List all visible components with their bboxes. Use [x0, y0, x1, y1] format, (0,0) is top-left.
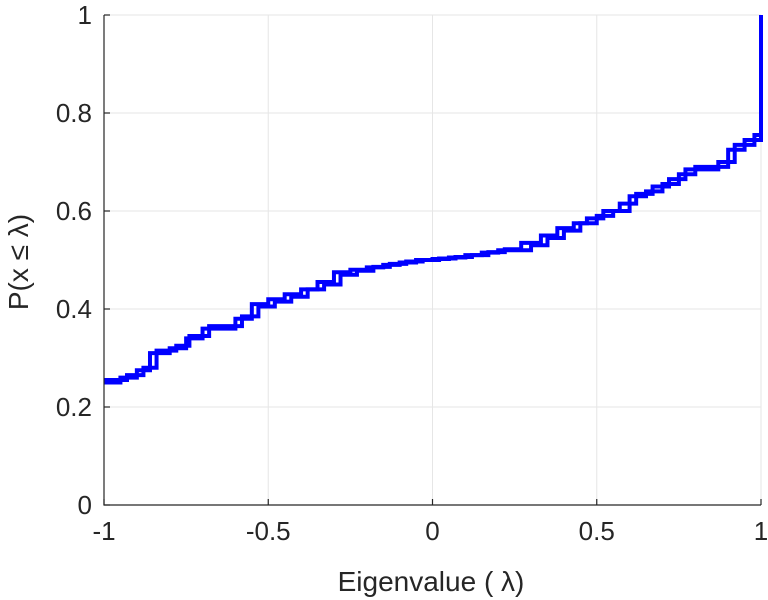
- series-layer: [104, 15, 763, 385]
- x-axis-label: Eigenvalue ( λ): [338, 566, 525, 597]
- y-tick-label: 0.4: [56, 294, 92, 324]
- x-tick-label: -0.5: [246, 516, 291, 546]
- x-tick-label: 0.5: [579, 516, 615, 546]
- x-tick-label: -1: [92, 516, 115, 546]
- y-tick-label: 0.2: [56, 392, 92, 422]
- axes: [103, 14, 762, 506]
- y-tick-label: 0.8: [56, 98, 92, 128]
- x-tick-label: 1: [754, 516, 768, 546]
- y-tick-label: 0.6: [56, 196, 92, 226]
- x-tick-label: 0: [425, 516, 439, 546]
- y-tick-label: 1: [78, 0, 92, 30]
- tick-labels: -1 -0.5 0 0.5 1 0 0.2 0.4 0.6 0.8 1: [56, 0, 768, 546]
- series-line-2: [104, 133, 761, 383]
- y-tick-label: 0: [78, 490, 92, 520]
- y-axis-label: P(x ≤ λ): [3, 214, 34, 310]
